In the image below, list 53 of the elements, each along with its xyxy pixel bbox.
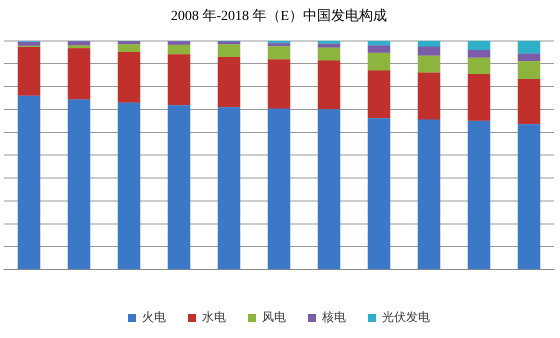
bar [68, 45, 90, 48]
bar [418, 56, 440, 73]
bar [468, 120, 490, 270]
bar [168, 41, 190, 45]
bar [518, 124, 540, 270]
chart-title: 2008 年-2018 年（E）中国发电构成 [170, 8, 388, 24]
bar [268, 43, 290, 46]
bar [518, 61, 540, 80]
bar [318, 40, 340, 44]
bar [468, 74, 490, 121]
bar [218, 57, 240, 108]
bar [368, 40, 390, 46]
bar [318, 44, 340, 48]
bar [118, 44, 140, 52]
bar [18, 42, 40, 46]
bar [368, 70, 390, 118]
bar [368, 45, 390, 53]
bar [118, 52, 140, 103]
bar [68, 48, 90, 100]
bar [18, 96, 40, 270]
legend-label: 核电 [321, 310, 346, 324]
legend-label: 光伏发电 [382, 310, 430, 324]
bar [518, 40, 540, 54]
bar [418, 40, 440, 47]
bar [68, 99, 90, 270]
bar [318, 60, 340, 110]
bar [68, 41, 90, 46]
bar [318, 48, 340, 60]
bar [168, 105, 190, 270]
bar [518, 54, 540, 62]
bar [418, 72, 440, 120]
bar [118, 102, 140, 270]
bar [418, 120, 440, 270]
bar [168, 54, 190, 106]
bar [518, 79, 540, 124]
bar [368, 118, 390, 270]
legend-label: 风电 [262, 310, 286, 324]
bar [368, 52, 390, 71]
bar [18, 46, 40, 96]
bar [268, 59, 290, 109]
bar [218, 107, 240, 270]
legend-label: 水电 [202, 310, 226, 324]
bar [418, 46, 440, 56]
bar [468, 50, 490, 58]
bar [468, 40, 490, 50]
bar [268, 46, 290, 60]
bar [468, 58, 490, 74]
legend-label: 火电 [142, 310, 166, 324]
bar [168, 44, 190, 54]
bar [218, 41, 240, 44]
bar [218, 44, 240, 58]
bar [268, 108, 290, 270]
bar [318, 109, 340, 270]
